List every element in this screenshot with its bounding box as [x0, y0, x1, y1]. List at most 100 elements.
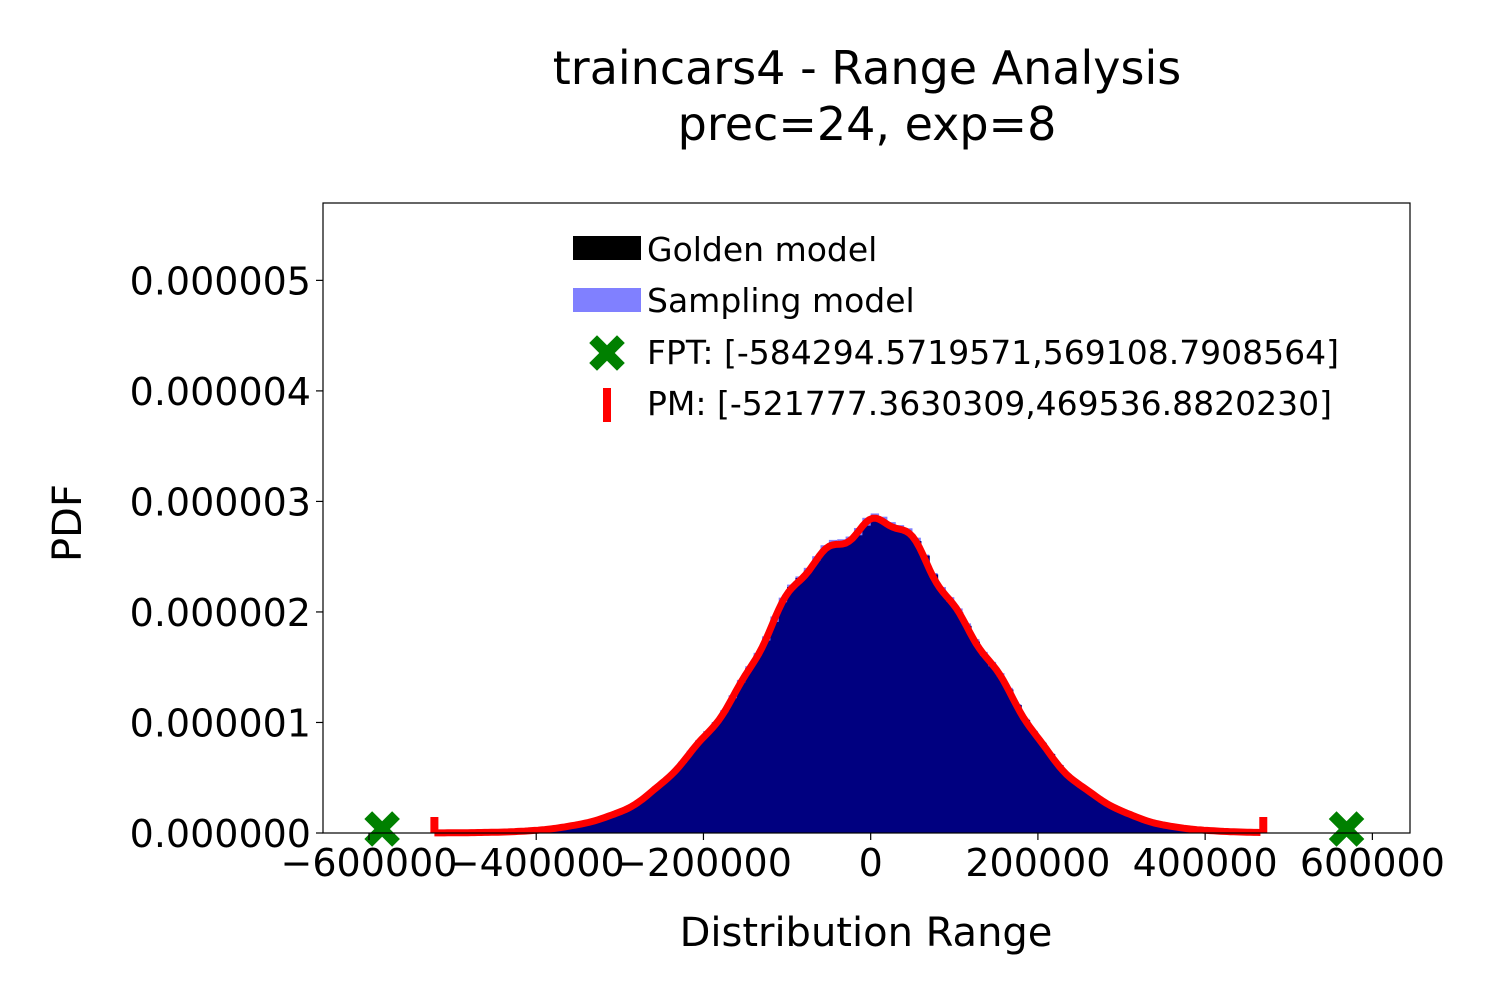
golden-bar: [728, 698, 738, 833]
golden-bar: [1154, 824, 1164, 833]
golden-bar: [644, 794, 654, 833]
golden-bar: [1079, 788, 1089, 833]
legend-swatch-fpt: [589, 335, 625, 371]
golden-bar: [1113, 809, 1123, 833]
golden-bar: [1062, 774, 1072, 833]
golden-bar: [695, 741, 705, 833]
golden-bar: [761, 640, 771, 833]
golden-bar: [1029, 732, 1039, 833]
golden-bar: [1129, 816, 1139, 833]
golden-bar: [812, 560, 822, 833]
y-axis-label: PDF: [45, 484, 91, 562]
x-tick-label: 200000: [965, 841, 1110, 885]
golden-bar: [1096, 799, 1106, 833]
golden-bar: [945, 601, 955, 833]
golden-bar: [987, 666, 997, 833]
legend-label: Golden model: [647, 230, 877, 269]
legend: Golden model Sampling model FPT: [-584294.…: [573, 230, 1339, 423]
golden-bar: [1138, 819, 1148, 833]
golden-bar: [720, 712, 730, 833]
golden-bar: [962, 625, 972, 833]
golden-bar: [594, 819, 604, 833]
y-tick-label: 0.000001: [130, 701, 311, 745]
x-tick-label: 400000: [1133, 841, 1278, 885]
golden-bar: [736, 682, 746, 833]
golden-bar: [1146, 821, 1156, 833]
x-tick-label: −400000: [448, 841, 625, 885]
golden-bar: [870, 519, 880, 833]
golden-bar: [803, 570, 813, 833]
golden-bar: [686, 752, 696, 833]
golden-bar: [578, 823, 587, 833]
x-tick-label: 600000: [1300, 841, 1445, 885]
golden-bar: [586, 821, 596, 833]
golden-bar: [745, 668, 755, 833]
legend-label: Sampling model: [647, 281, 915, 320]
y-tick-label: 0.000000: [130, 812, 311, 856]
golden-bar: [828, 542, 838, 833]
legend-label: PM: [-521777.3630309,469536.8820230]: [647, 384, 1332, 423]
plot-area: [364, 513, 1365, 847]
golden-bar: [787, 587, 797, 833]
golden-bar: [1163, 825, 1173, 833]
golden-bar: [753, 655, 763, 833]
legend-swatch-golden: [573, 236, 641, 260]
legend-label: FPT: [-584294.5719571,569108.7908564]: [647, 333, 1339, 372]
golden-bar: [1021, 720, 1031, 833]
y-tick-label: 0.000003: [130, 480, 311, 524]
golden-bar: [971, 641, 980, 833]
golden-bar: [1121, 812, 1131, 833]
golden-bar: [711, 722, 721, 833]
golden-bar: [845, 540, 855, 833]
golden-bar: [912, 541, 922, 833]
golden-bar: [862, 525, 872, 833]
golden-bar: [1046, 754, 1056, 833]
golden-bar: [703, 731, 713, 833]
golden-bar: [920, 555, 930, 833]
y-axis: 0.000000 0.000001 0.000002 0.000003 0.000004…: [130, 259, 323, 856]
golden-bar: [1012, 705, 1022, 833]
golden-bar: [678, 762, 688, 833]
golden-bar: [1071, 782, 1081, 833]
golden-bar: [996, 676, 1006, 833]
golden-bar: [904, 534, 914, 833]
chart-subtitle: prec=24, exp=8: [678, 97, 1057, 151]
golden-bar: [661, 779, 671, 833]
y-tick-label: 0.000005: [130, 259, 311, 303]
golden-bar: [879, 520, 889, 833]
x-tick-label: −600000: [281, 841, 458, 885]
fpt-marker: [1328, 811, 1365, 847]
golden-bar: [887, 526, 897, 833]
golden-bar: [653, 786, 663, 833]
golden-bar: [636, 800, 646, 833]
golden-bar: [603, 816, 613, 833]
golden-bar: [1104, 804, 1114, 833]
plot-frame: [322, 202, 1411, 834]
golden-bar: [670, 771, 679, 833]
golden-bar: [979, 655, 989, 833]
golden-bar: [929, 574, 939, 833]
golden-bar: [1088, 793, 1098, 833]
golden-bar: [837, 541, 847, 833]
golden-bar: [770, 621, 780, 833]
chart-title: traincars4 - Range Analysis: [553, 41, 1181, 95]
golden-bar: [895, 531, 905, 833]
golden-bar: [954, 612, 964, 833]
fpt-marker: [364, 811, 400, 847]
x-tick-label: −200000: [615, 841, 792, 885]
x-axis: −600000−400000−200000 0 200000 400000 600000: [281, 833, 1445, 885]
golden-bar: [1037, 743, 1047, 833]
golden-bar: [853, 535, 863, 833]
x-tick-label: 0: [859, 841, 883, 885]
y-tick-label: 0.000004: [130, 370, 311, 414]
pm-curve: [434, 514, 1261, 837]
golden-bar: [628, 806, 638, 833]
golden-bar: [1004, 689, 1014, 833]
golden-bar: [619, 810, 629, 833]
legend-swatch-sampling: [573, 288, 641, 312]
golden-bar: [795, 577, 805, 833]
golden-bar: [611, 813, 621, 833]
golden-bar: [937, 590, 947, 833]
golden-bar: [778, 602, 788, 833]
